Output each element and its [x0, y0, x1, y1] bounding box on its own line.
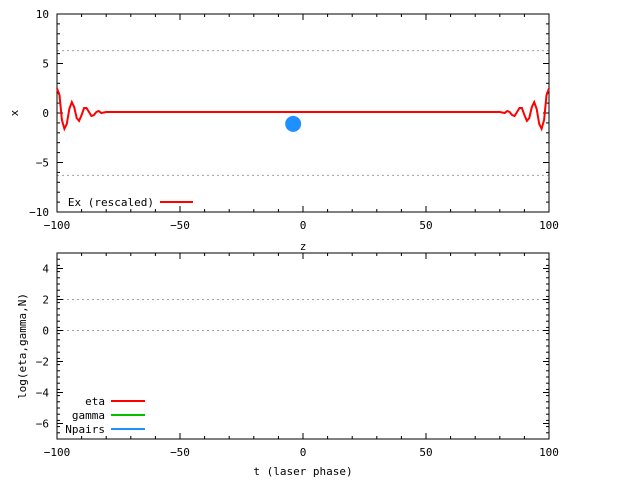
x-tick-label: −100	[44, 219, 71, 232]
y-tick-label: −10	[29, 206, 49, 219]
y-tick-label: 10	[36, 8, 49, 21]
legend-label: eta	[85, 395, 105, 408]
y-tick-label: −4	[36, 387, 50, 400]
y-tick-label: 5	[42, 58, 49, 71]
y-axis-label: x	[8, 109, 21, 116]
y-tick-label: 0	[42, 107, 49, 120]
legend-label: Ex (rescaled)	[68, 196, 154, 209]
x-tick-label: −100	[44, 446, 71, 459]
x-axis-label: z	[300, 240, 307, 253]
x-tick-label: 0	[300, 446, 307, 459]
y-tick-label: −5	[36, 157, 49, 170]
y-tick-label: 4	[42, 263, 49, 276]
x-tick-label: −50	[170, 446, 190, 459]
y-axis-label: log(eta,gamma,N)	[16, 293, 29, 399]
x-axis-label: t (laser phase)	[253, 465, 352, 478]
x-tick-label: 50	[419, 446, 432, 459]
x-tick-label: 100	[539, 446, 559, 459]
plot-frame	[56, 252, 550, 440]
y-tick-label: −2	[36, 356, 49, 369]
x-tick-label: 100	[539, 219, 559, 232]
plot-2: −100 −50 0 50 100 −6 −4 −2 0 2 4 t (laser phase) log…	[16, 252, 559, 478]
data-point-marker	[285, 115, 302, 132]
legend-label: Npairs	[65, 423, 105, 436]
y-tick-label: 2	[42, 294, 49, 307]
y-tick-label: −6	[36, 418, 49, 431]
x-tick-label: −50	[170, 219, 190, 232]
legend-label: gamma	[72, 409, 105, 422]
series-line	[56, 87, 550, 132]
x-tick-label: 0	[300, 219, 307, 232]
x-tick-label: 50	[419, 219, 432, 232]
y-tick-label: 0	[42, 325, 49, 338]
